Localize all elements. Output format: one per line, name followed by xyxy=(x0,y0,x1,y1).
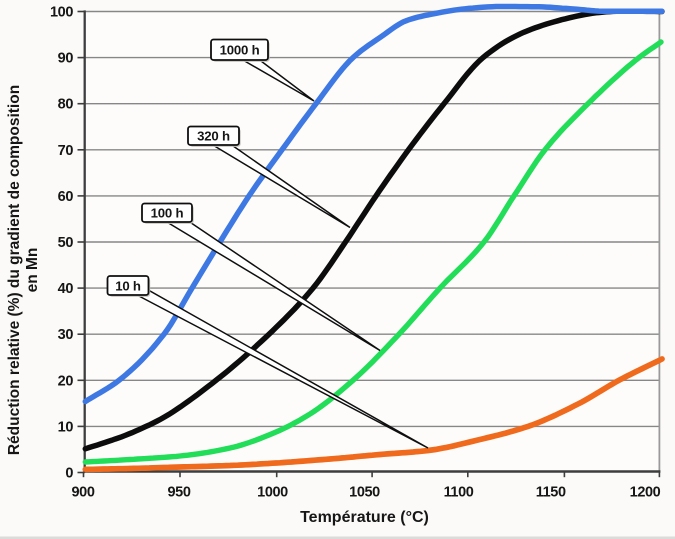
svg-text:1000 h: 1000 h xyxy=(220,43,260,58)
svg-text:80: 80 xyxy=(58,97,74,113)
svg-text:100 h: 100 h xyxy=(151,206,184,221)
svg-text:Température (°C): Température (°C) xyxy=(300,509,429,526)
svg-text:50: 50 xyxy=(58,235,74,251)
svg-text:90: 90 xyxy=(58,51,74,67)
svg-text:1150: 1150 xyxy=(536,485,566,501)
svg-text:950: 950 xyxy=(168,485,191,501)
svg-text:10: 10 xyxy=(58,419,74,435)
svg-text:1200: 1200 xyxy=(630,485,661,501)
svg-text:320 h: 320 h xyxy=(197,129,230,144)
svg-text:1000: 1000 xyxy=(257,485,288,501)
svg-text:70: 70 xyxy=(58,143,74,159)
svg-text:60: 60 xyxy=(58,189,74,205)
svg-text:1100: 1100 xyxy=(444,485,474,501)
svg-text:40: 40 xyxy=(58,281,74,297)
svg-text:Réduction relative (%) du grad: Réduction relative (%) du gradient de co… xyxy=(6,85,23,455)
svg-text:30: 30 xyxy=(58,327,74,343)
svg-text:20: 20 xyxy=(58,373,74,389)
svg-text:900: 900 xyxy=(72,485,95,501)
svg-text:1050: 1050 xyxy=(349,485,380,501)
svg-text:en Mn: en Mn xyxy=(24,248,41,293)
svg-text:10 h: 10 h xyxy=(115,278,141,293)
svg-text:0: 0 xyxy=(65,466,73,482)
svg-text:100: 100 xyxy=(50,5,73,21)
